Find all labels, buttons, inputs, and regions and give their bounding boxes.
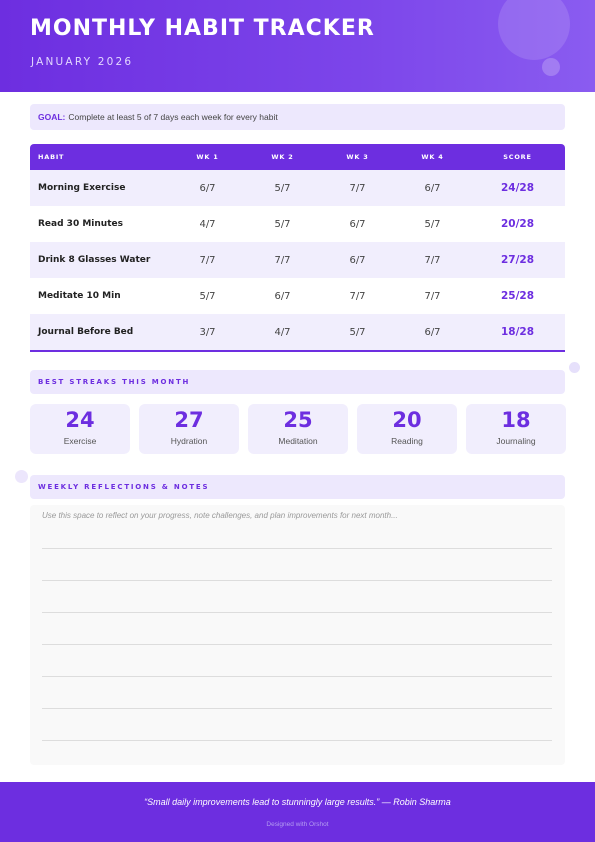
goal-banner: GOAL: Complete at least 5 of 7 days each … (30, 104, 565, 130)
week-cell: 3/7 (170, 314, 245, 350)
week-cell: 5/7 (245, 170, 320, 206)
table-row: Meditate 10 Min 5/7 6/7 7/7 7/7 25/28 (30, 278, 565, 314)
week-cell: 7/7 (245, 242, 320, 278)
streak-card-meditation: 25 Meditation (248, 404, 348, 454)
note-line (42, 548, 552, 549)
habit-name-cell: Drink 8 Glasses Water (30, 242, 170, 278)
goal-label: GOAL: (38, 112, 66, 122)
week-cell: 5/7 (320, 314, 395, 350)
week-cell: 7/7 (320, 278, 395, 314)
week-cell: 7/7 (320, 170, 395, 206)
table-row: Drink 8 Glasses Water 7/7 7/7 6/7 7/7 27… (30, 242, 565, 278)
footer: “Small daily improvements lead to stunni… (0, 782, 595, 842)
streak-label: Exercise (63, 436, 97, 446)
week-cell: 6/7 (395, 314, 470, 350)
habit-name-cell: Read 30 Minutes (30, 206, 170, 242)
column-header-wk1: WK 1 (170, 144, 245, 170)
note-line (42, 740, 552, 741)
week-cell: 6/7 (320, 206, 395, 242)
table-header-row: HABIT WK 1 WK 2 WK 3 WK 4 SCORE (30, 144, 565, 170)
score-cell: 27/28 (470, 242, 565, 278)
streak-value: 25 (283, 408, 313, 432)
streak-card-journaling: 18 Journaling (466, 404, 566, 454)
streak-value: 18 (501, 408, 531, 432)
streak-card-hydration: 27 Hydration (139, 404, 239, 454)
streak-value: 27 (174, 408, 204, 432)
decorative-dot (542, 58, 560, 76)
streak-card-exercise: 24 Exercise (30, 404, 130, 454)
streak-card-reading: 20 Reading (357, 404, 457, 454)
week-cell: 5/7 (245, 206, 320, 242)
table-row: Morning Exercise 6/7 5/7 7/7 6/7 24/28 (30, 170, 565, 206)
habit-name-cell: Morning Exercise (30, 170, 170, 206)
note-line (42, 580, 552, 581)
streak-cards: 24 Exercise 27 Hydration 25 Meditation 2… (30, 404, 566, 454)
week-cell: 5/7 (395, 206, 470, 242)
note-line (42, 708, 552, 709)
score-cell: 18/28 (470, 314, 565, 350)
header-banner: MONTHLY HABIT TRACKER JANUARY 2026 (0, 0, 595, 92)
habit-table: HABIT WK 1 WK 2 WK 3 WK 4 SCORE Morning … (30, 144, 565, 352)
streak-label: Journaling (496, 436, 536, 446)
score-cell: 25/28 (470, 278, 565, 314)
table-row: Journal Before Bed 3/7 4/7 5/7 6/7 18/28 (30, 314, 565, 350)
week-cell: 7/7 (170, 242, 245, 278)
week-cell: 6/7 (395, 170, 470, 206)
week-cell: 7/7 (395, 242, 470, 278)
habit-name-cell: Meditate 10 Min (30, 278, 170, 314)
week-cell: 4/7 (245, 314, 320, 350)
column-header-wk3: WK 3 (320, 144, 395, 170)
week-cell: 7/7 (395, 278, 470, 314)
column-header-score: SCORE (470, 144, 565, 170)
decorative-dot (15, 470, 28, 483)
notes-placeholder: Use this space to reflect on your progre… (42, 511, 398, 520)
streak-value: 20 (392, 408, 422, 432)
notes-area[interactable]: Use this space to reflect on your progre… (30, 505, 565, 765)
streaks-section-heading: BEST STREAKS THIS MONTH (30, 370, 565, 394)
streak-label: Meditation (278, 436, 318, 446)
column-header-wk2: WK 2 (245, 144, 320, 170)
streak-value: 24 (65, 408, 95, 432)
decorative-circle (498, 0, 570, 60)
footer-quote: “Small daily improvements lead to stunni… (144, 797, 451, 807)
column-header-habit: HABIT (30, 144, 170, 170)
score-cell: 20/28 (470, 206, 565, 242)
streak-label: Hydration (170, 436, 208, 446)
column-header-wk4: WK 4 (395, 144, 470, 170)
score-cell: 24/28 (470, 170, 565, 206)
footer-credit: Designed with Orshot (266, 821, 329, 828)
habit-name-cell: Journal Before Bed (30, 314, 170, 350)
week-cell: 6/7 (320, 242, 395, 278)
week-cell: 4/7 (170, 206, 245, 242)
table-row: Read 30 Minutes 4/7 5/7 6/7 5/7 20/28 (30, 206, 565, 242)
decorative-dot (569, 362, 580, 373)
week-cell: 6/7 (245, 278, 320, 314)
notes-section-heading: WEEKLY REFLECTIONS & NOTES (30, 475, 565, 499)
page-title: MONTHLY HABIT TRACKER (30, 16, 375, 41)
note-line (42, 612, 552, 613)
note-line (42, 644, 552, 645)
week-cell: 5/7 (170, 278, 245, 314)
week-cell: 6/7 (170, 170, 245, 206)
note-line (42, 676, 552, 677)
goal-text: Complete at least 5 of 7 days each week … (68, 112, 278, 122)
streak-label: Reading (391, 436, 423, 446)
page-subtitle: JANUARY 2026 (31, 56, 134, 68)
